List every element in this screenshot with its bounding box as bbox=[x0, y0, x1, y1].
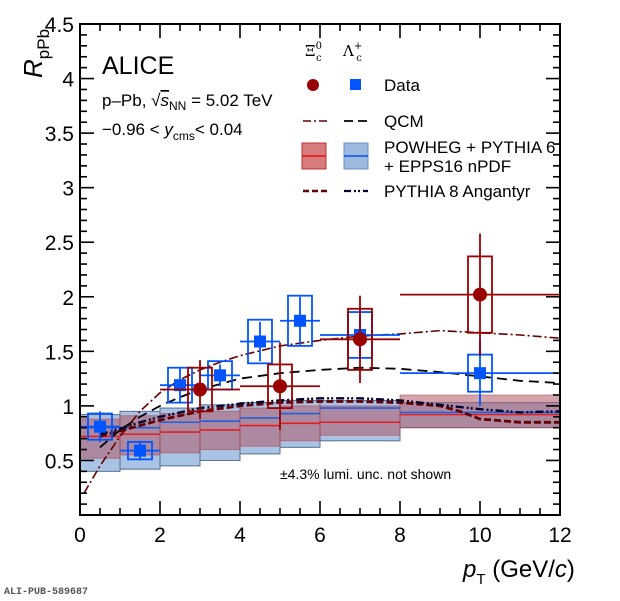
y-tick-label: 4 bbox=[62, 69, 74, 92]
xi-data-marker-1 bbox=[273, 379, 287, 394]
lambda-sub: c bbox=[356, 53, 362, 64]
legend-header-lambda: Λ+ c bbox=[342, 41, 362, 64]
x-axis-title-var: p bbox=[462, 556, 476, 583]
xi-data-point-1 bbox=[240, 342, 320, 430]
y-tick-label: 1.5 bbox=[45, 341, 74, 364]
x-axis-title-unit-close: ) bbox=[567, 556, 575, 583]
lambda-data-marker-5 bbox=[294, 314, 306, 327]
rapidity-sub: cms bbox=[173, 129, 195, 143]
xi-data-marker-0 bbox=[193, 382, 207, 397]
x-tick-label: 4 bbox=[234, 524, 246, 547]
system-label: p–Pb, √sNN = 5.02 TeV bbox=[102, 91, 273, 113]
x-tick-label: 10 bbox=[468, 524, 491, 547]
xi-angantyr-curve bbox=[99, 400, 560, 438]
xi-data-marker-2 bbox=[353, 332, 367, 347]
lambda-data-marker-0 bbox=[94, 420, 106, 433]
x-axis-title-unit-open: (GeV/ bbox=[486, 556, 556, 583]
x-axis-title: pT (GeV/c) bbox=[462, 556, 575, 588]
legend-xi-data-marker bbox=[307, 79, 319, 91]
data-points bbox=[80, 233, 560, 461]
rapidity-var: y bbox=[163, 120, 174, 139]
y-tick-label: 2.5 bbox=[45, 232, 74, 255]
xi-data-point-3 bbox=[400, 233, 560, 356]
legend-header-xi: Ξ0 c bbox=[305, 41, 322, 64]
lambda-symbol: Λ bbox=[342, 42, 354, 60]
xi-powheg-band-bin-4 bbox=[239, 407, 281, 447]
model-bands bbox=[79, 394, 561, 472]
lambda-data-point-5 bbox=[280, 294, 320, 347]
system-prefix: p–Pb, bbox=[102, 91, 151, 110]
lambda-data-point-2 bbox=[160, 366, 200, 404]
xi-qcm-curve bbox=[83, 329, 561, 494]
legend-lambda-data-marker bbox=[350, 79, 361, 90]
experiment-label: ALICE bbox=[102, 52, 174, 80]
y-tick-label: 3 bbox=[62, 178, 74, 201]
x-tick-label: 8 bbox=[394, 524, 406, 547]
xi-data-point-0 bbox=[160, 360, 240, 419]
lambda-data-marker-1 bbox=[134, 444, 146, 457]
rapidity-label: −0.96 < ycms< 0.04 bbox=[102, 120, 243, 143]
system-sqrt-sub: NN bbox=[169, 99, 186, 113]
system-suffix: = 5.02 TeV bbox=[186, 91, 273, 110]
xi-data-marker-3 bbox=[473, 287, 487, 302]
lambda-data-marker-2 bbox=[174, 379, 186, 392]
lambda-qcm-curve bbox=[99, 366, 561, 449]
xi-sup: 0 bbox=[316, 41, 322, 52]
lambda-angantyr-curve bbox=[99, 397, 561, 436]
publication-id: ALI-PUB-589687 bbox=[4, 587, 89, 598]
lambda-data-point-3 bbox=[200, 360, 240, 391]
model-curves bbox=[83, 329, 561, 494]
rapidity-suffix: < 0.04 bbox=[195, 120, 243, 139]
xi-sub: c bbox=[316, 53, 322, 64]
xi-powheg-band-bin-6 bbox=[319, 405, 401, 436]
legend-label-angantyr: PYTHIA 8 Angantyr bbox=[384, 182, 531, 201]
legend-label-powheg: POWHEG + PYTHIA 6 bbox=[384, 138, 555, 157]
axes: 0 2 4 6 8 10 12 0.5 1 1.5 2 2.5 3 3.5 4 4.5 bbox=[45, 14, 572, 547]
y-tick-label: 0.5 bbox=[45, 450, 74, 473]
lambda-data-marker-4 bbox=[254, 335, 266, 348]
legend-label-data: Data bbox=[384, 76, 420, 95]
y-tick-label: 2 bbox=[62, 287, 74, 310]
x-tick-label: 0 bbox=[74, 524, 86, 547]
lambda-data-marker-7 bbox=[474, 367, 486, 380]
x-axis-title-sub: T bbox=[476, 571, 485, 588]
y-tick-label: 3.5 bbox=[45, 123, 74, 146]
lumi-note: ±4.3% lumi. unc. not shown bbox=[280, 466, 451, 482]
x-tick-label: 2 bbox=[154, 524, 166, 547]
x-tick-label: 6 bbox=[314, 524, 326, 547]
x-axis-title-unit-var: c bbox=[555, 556, 567, 583]
xi-symbol: Ξ bbox=[305, 42, 316, 60]
y-axis-title: RpPb bbox=[18, 29, 53, 78]
sqrt-sign: √ bbox=[151, 91, 161, 110]
xi-data-point-2 bbox=[320, 295, 400, 383]
legend-label-qcm: QCM bbox=[384, 112, 424, 131]
lambda-data-marker-3 bbox=[214, 369, 226, 382]
x-tick-label: 12 bbox=[548, 524, 571, 547]
legend: Ξ0 c Λ+ c Data QCM POWHEG + PYTHIA 6 + EPP… bbox=[301, 41, 555, 201]
xi-powheg-band-bin-2 bbox=[159, 413, 201, 454]
lambda-data-point-1 bbox=[120, 440, 160, 461]
rapidity-prefix: −0.96 < bbox=[102, 120, 164, 139]
lambda-data-point-4 bbox=[240, 318, 280, 365]
legend-label-powheg-line2: + EPPS16 nPDF bbox=[384, 157, 511, 176]
y-tick-label: 4.5 bbox=[45, 14, 74, 37]
y-axis-title-var: R bbox=[18, 59, 48, 78]
system-sqrt-var: s bbox=[161, 91, 170, 110]
lambda-sup: + bbox=[354, 41, 362, 52]
y-axis-title-sub: pPb bbox=[34, 29, 53, 59]
lambda-data-point-0 bbox=[80, 411, 120, 442]
y-tick-label: 1 bbox=[62, 396, 74, 419]
